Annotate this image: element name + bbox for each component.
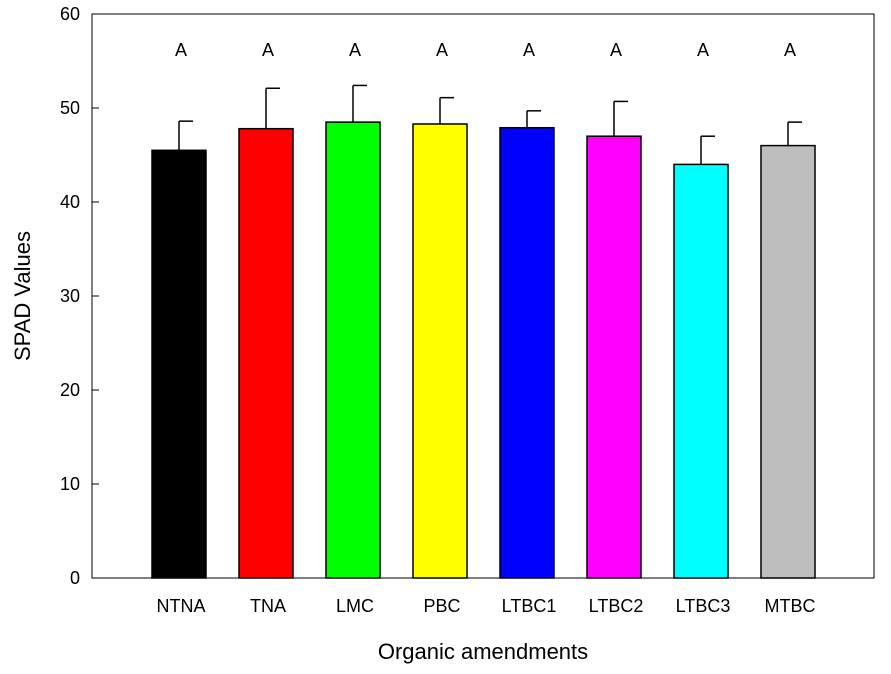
x-tick-label: LTBC1 [502, 596, 557, 616]
x-tick-label: NTNA [157, 596, 206, 616]
bars [151, 121, 816, 579]
significance-letter: A [175, 40, 187, 60]
y-axis: 0 10 20 30 40 50 60 [60, 4, 99, 588]
x-tick-label: LMC [336, 596, 374, 616]
x-tick-label: PBC [423, 596, 460, 616]
y-tick-label: 30 [60, 286, 80, 306]
y-tick-label: 50 [60, 98, 80, 118]
significance-letter: A [523, 40, 535, 60]
bar-ltbc2 [586, 135, 642, 579]
significance-letter: A [784, 40, 796, 60]
y-axis-title: SPAD Values [10, 231, 35, 361]
significance-letter: A [610, 40, 622, 60]
bar-lmc [325, 121, 381, 579]
x-tick-label: LTBC3 [676, 596, 731, 616]
x-axis-title: Organic amendments [378, 639, 588, 664]
y-tick-label: 60 [60, 4, 80, 24]
x-tick-label: LTBC2 [589, 596, 644, 616]
x-axis: NTNA TNA LMC PBC LTBC1 LTBC2 LTBC3 MTBC [157, 596, 816, 616]
y-tick-label: 40 [60, 192, 80, 212]
error-bars [178, 84, 802, 165]
x-tick-label: TNA [250, 596, 286, 616]
significance-letter: A [697, 40, 709, 60]
bar-mtbc [760, 144, 816, 579]
y-tick-label: 10 [60, 474, 80, 494]
significance-letter: A [349, 40, 361, 60]
bar-ntna [151, 149, 207, 579]
bar-pbc [412, 123, 468, 579]
bar-ltbc3 [673, 163, 729, 579]
bar-tna [238, 127, 294, 579]
y-tick-label: 0 [70, 568, 80, 588]
bar-ltbc1 [499, 126, 555, 579]
significance-letter: A [262, 40, 274, 60]
plot-area-frame [91, 13, 875, 579]
x-tick-label: MTBC [765, 596, 816, 616]
y-tick-label: 20 [60, 380, 80, 400]
significance-letter: A [436, 40, 448, 60]
